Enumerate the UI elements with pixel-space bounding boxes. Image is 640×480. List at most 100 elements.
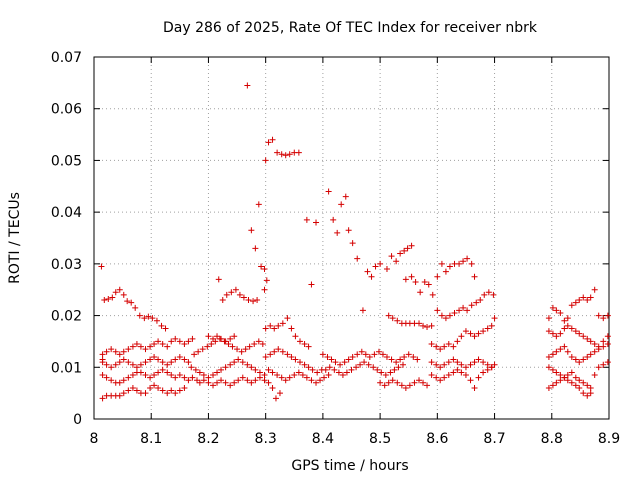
data-point [151,372,158,379]
data-point [414,356,421,363]
data-point [108,346,115,353]
data-point [416,377,423,384]
data-point [477,297,484,304]
data-point [471,273,478,280]
data-point [267,351,274,358]
x-axis-label: GPS time / hours [291,458,408,474]
data-point [545,364,552,371]
data-point [591,372,598,379]
data-point [274,372,281,379]
data-point [252,366,259,373]
data-point [374,366,381,373]
data-point [244,377,251,384]
data-point [261,266,268,273]
data-point [326,364,333,371]
data-point [263,277,270,284]
data-point [223,291,230,298]
data-point [124,298,131,305]
data-point [265,366,272,373]
x-tick-label: 8.9 [598,431,620,447]
data-point [238,348,245,355]
y-axis-label: ROTI / TECUs [7,192,23,284]
data-point [196,379,203,386]
data-point [103,348,110,355]
data-point [484,361,491,368]
data-point [172,335,179,342]
data-point [576,377,583,384]
data-point [246,343,253,350]
data-point [248,379,255,386]
data-point [112,361,119,368]
data-point [255,201,262,208]
data-point [234,346,241,353]
data-point [210,382,217,389]
data-point [222,379,229,386]
data-point [322,366,329,373]
data-point [332,359,339,366]
data-point [388,253,395,260]
data-point [460,258,467,265]
data-point [561,325,568,332]
data-point [475,330,482,337]
data-point [116,379,123,386]
data-point [145,313,152,320]
data-point [276,390,283,397]
data-point [441,343,448,350]
data-point [147,356,154,363]
x-tick-label: 8.6 [426,431,448,447]
data-point [284,315,291,322]
data-point [417,289,424,296]
data-point [227,361,234,368]
data-point [261,372,268,379]
data-point [389,377,396,384]
data-point [354,255,361,262]
data-point [379,351,386,358]
data-point [242,346,249,353]
data-point [381,382,388,389]
data-point [162,325,169,332]
data-point [394,317,401,324]
data-point [248,227,255,234]
data-point [109,294,116,301]
data-point [464,255,471,262]
data-point [348,366,355,373]
data-point [172,356,179,363]
data-point [204,343,211,350]
data-point [189,374,196,381]
data-point [433,374,440,381]
data-point [564,322,571,329]
data-point [553,348,560,355]
data-point [278,374,285,381]
data-point [225,341,232,348]
data-point [572,356,579,363]
data-point [269,369,276,376]
data-point [334,229,341,236]
data-point [401,353,408,360]
data-point [377,260,384,267]
data-point [437,364,444,371]
data-point [433,361,440,368]
data-point [450,343,457,350]
data-point [580,356,587,363]
data-point [545,353,552,360]
data-point [428,359,435,366]
data-point [568,353,575,360]
data-point [481,291,488,298]
x-tick-label: 8.8 [541,431,563,447]
data-point [451,309,458,316]
data-point [274,149,281,156]
data-point [467,361,474,368]
data-point [475,374,482,381]
data-point [105,296,112,303]
data-point [345,227,352,234]
data-point [370,364,377,371]
data-point [359,307,366,314]
data-point [137,361,144,368]
data-point [397,356,404,363]
data-point [564,315,571,322]
data-point [239,374,246,381]
y-tick-label: 0 [73,412,82,428]
data-point [262,325,269,332]
data-point [251,341,258,348]
data-point [99,372,106,379]
